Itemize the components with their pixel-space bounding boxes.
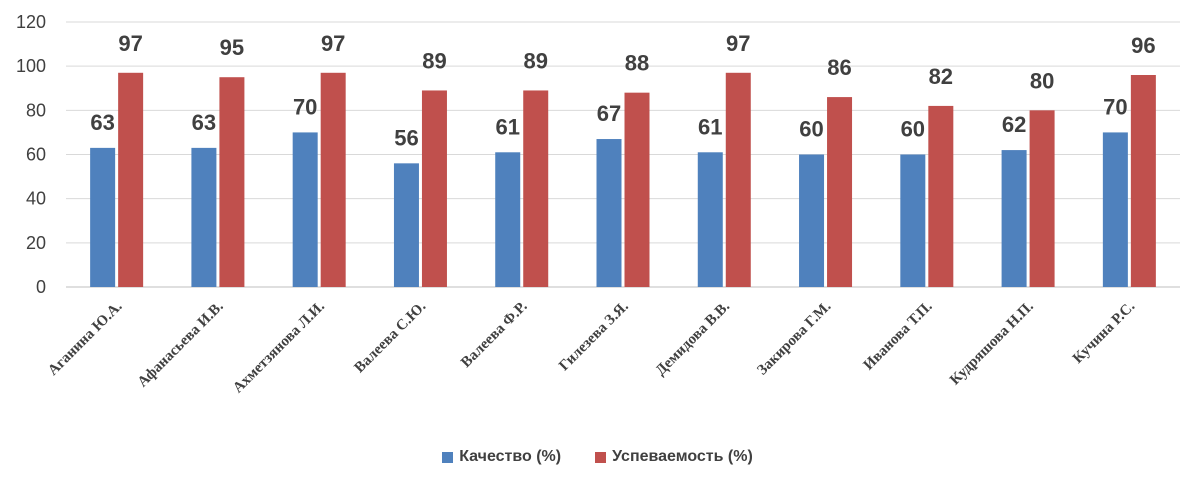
y-tick-label: 100: [16, 56, 46, 76]
data-label: 95: [220, 35, 244, 60]
y-tick-label: 80: [26, 100, 46, 120]
bar: [90, 147, 116, 287]
data-label: 61: [495, 114, 519, 139]
x-tick-label: Аганина Ю.А.: [45, 298, 125, 378]
bar: [725, 72, 751, 288]
data-label: 62: [1002, 112, 1026, 137]
bar: [1130, 75, 1156, 287]
legend-item-progress: Успеваемость (%): [595, 448, 753, 466]
legend-label-progress: Успеваемость (%): [612, 448, 753, 465]
bar: [624, 92, 650, 288]
data-label: 89: [523, 48, 547, 73]
data-label: 70: [1103, 94, 1127, 119]
legend-item-quality: Качество (%): [442, 448, 561, 466]
data-label: 97: [321, 31, 345, 56]
bar: [928, 105, 954, 288]
data-label: 96: [1131, 33, 1155, 58]
data-label: 86: [827, 55, 851, 80]
data-label: 61: [698, 114, 722, 139]
bar: [697, 152, 723, 287]
y-tick-label: 60: [26, 145, 46, 165]
bar: [523, 90, 549, 287]
x-tick-label: Иванова Т.П.: [861, 298, 936, 373]
bar: [118, 72, 144, 288]
x-tick-label: Кучина Р.С.: [1070, 298, 1138, 366]
x-tick-label: Кудряшова Н.П.: [947, 298, 1037, 388]
x-tick-label: Закирова Г.М.: [754, 298, 834, 378]
data-label: 89: [422, 48, 446, 73]
gridlines: [66, 21, 1180, 288]
bar: [421, 90, 447, 287]
data-label: 82: [929, 64, 953, 89]
legend-swatch-progress: [595, 451, 607, 463]
data-label: 97: [118, 31, 142, 56]
legend-swatch-quality: [442, 451, 454, 463]
x-axis: Аганина Ю.А. Афанасьева И.В. Ахметзянова Л…: [45, 298, 1138, 396]
bar: [393, 163, 419, 287]
data-label: 56: [394, 125, 418, 150]
y-tick-label: 40: [26, 189, 46, 209]
bar: [827, 97, 853, 287]
bars: [90, 72, 1156, 288]
y-tick-label: 20: [26, 233, 46, 253]
legend: Качество (%) Успеваемость (%): [0, 448, 1195, 466]
y-axis: 0 20 40 60 80 100 120: [16, 12, 46, 297]
bar: [900, 154, 926, 287]
data-label: 97: [726, 31, 750, 56]
bar: [596, 139, 622, 287]
data-label: 88: [625, 51, 649, 76]
y-tick-label: 120: [16, 12, 46, 32]
data-label: 60: [901, 117, 925, 142]
data-label: 63: [90, 110, 114, 135]
bar: [1029, 110, 1055, 287]
x-tick-label: Демидова В.В.: [653, 298, 734, 379]
bar: [320, 72, 346, 288]
bar: [495, 152, 521, 287]
bar: [799, 154, 825, 287]
data-label: 80: [1030, 68, 1054, 93]
data-label: 70: [293, 94, 317, 119]
bar-chart: 0 20 40 60 80 100 120 63 97 63 95 70 97 56 89 61 89 6788…: [16, 12, 1180, 396]
bar: [292, 132, 318, 287]
bar: [191, 147, 217, 287]
y-tick-label: 0: [36, 277, 46, 297]
legend-label-quality: Качество (%): [459, 448, 562, 465]
data-label: 63: [192, 110, 216, 135]
x-tick-label: Валеева С.Ю.: [352, 298, 430, 376]
x-tick-label: Валеева Ф.Р.: [458, 298, 531, 371]
bar: [219, 77, 245, 287]
bar: [1102, 132, 1128, 287]
bar: [1001, 150, 1027, 287]
x-tick-label: Гилезева З.Я.: [556, 298, 632, 374]
x-tick-label: Ахметзянова Л.И.: [230, 298, 328, 396]
data-label: 67: [597, 101, 621, 126]
data-label: 60: [799, 117, 823, 142]
x-tick-label: Афанасьева И.В.: [135, 298, 227, 390]
